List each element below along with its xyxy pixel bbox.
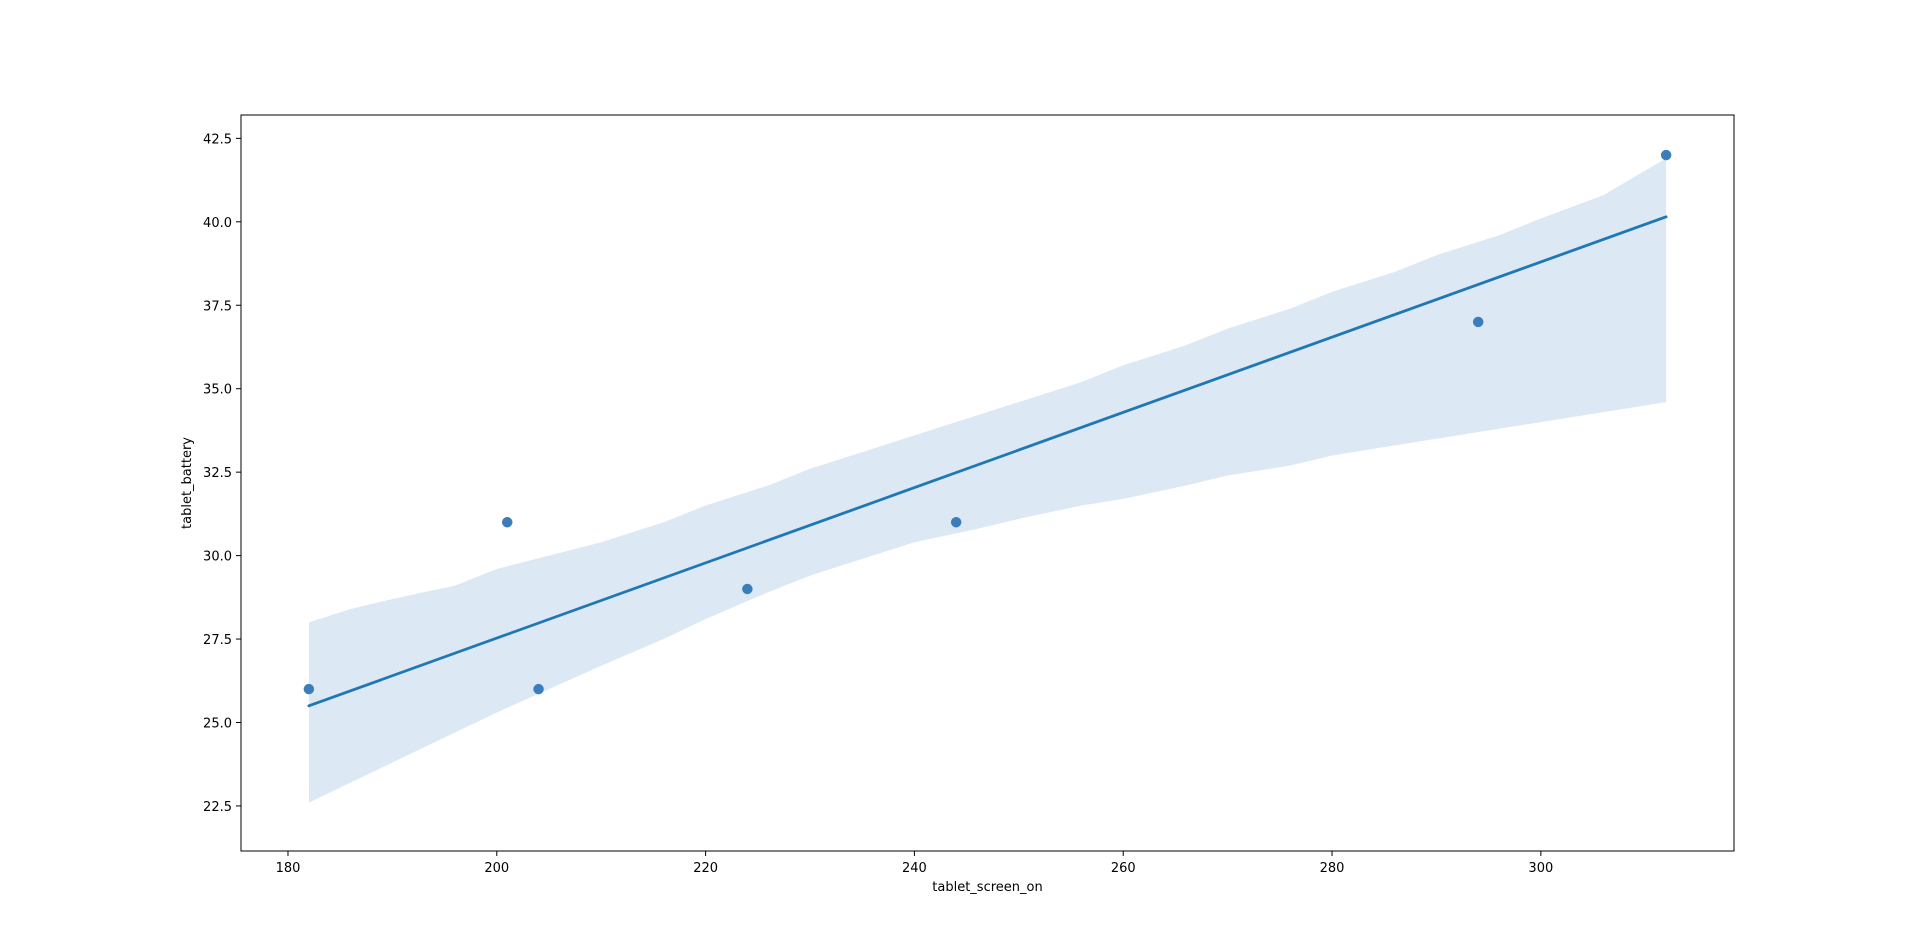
scatter-points-layer [303, 149, 1672, 695]
x-tick-label: 300 [1528, 861, 1553, 876]
confidence-band [308, 158, 1667, 803]
x-axis-ticks: 180 200 220 240 260 280 300 [276, 851, 1553, 876]
x-tick-label: 200 [484, 861, 509, 876]
y-tick-label: 37.5 [203, 299, 232, 314]
y-tick-label: 40.0 [203, 216, 232, 231]
confidence-band-layer [308, 158, 1667, 803]
scatter-point [1472, 316, 1484, 328]
scatter-point [1660, 149, 1672, 161]
regression-line-layer [307, 215, 1668, 708]
regression-line [307, 215, 1668, 708]
x-tick-label: 280 [1320, 861, 1345, 876]
y-tick-label: 30.0 [203, 550, 232, 565]
x-axis-label: tablet_screen_on [932, 880, 1042, 895]
y-tick-label: 25.0 [203, 716, 232, 731]
y-tick-label: 32.5 [203, 466, 232, 481]
x-tick-label: 220 [693, 861, 718, 876]
x-tick-label: 180 [276, 861, 301, 876]
scatter-point [533, 683, 544, 695]
y-axis-ticks: 22.5 25.0 27.5 30.0 32.5 35.0 37.5 40.0 42.5 [203, 132, 241, 815]
scatter-point [950, 516, 962, 528]
y-tick-label: 42.5 [203, 132, 232, 147]
x-tick-label: 260 [1111, 861, 1136, 876]
y-tick-label: 27.5 [203, 633, 232, 648]
scatter-point [303, 683, 315, 695]
y-axis-label: tablet_battery [180, 437, 195, 529]
y-tick-label: 22.5 [203, 800, 232, 815]
scatter-point [742, 583, 753, 595]
plot-frame [240, 114, 1735, 852]
scatter-point [501, 516, 513, 528]
x-tick-label: 240 [902, 861, 927, 876]
y-tick-label: 35.0 [203, 383, 232, 398]
